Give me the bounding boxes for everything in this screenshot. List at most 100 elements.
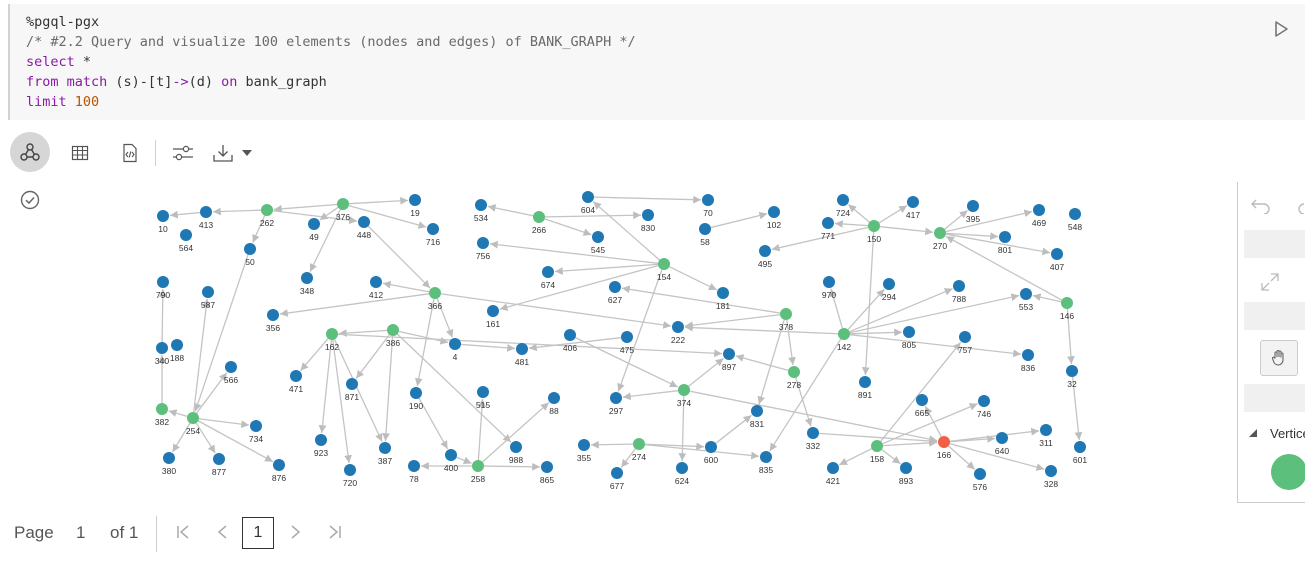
graph-edge[interactable] — [849, 288, 953, 333]
graph-node[interactable] — [609, 281, 621, 293]
code-cell[interactable]: %pgql-pgx /* #2.2 Query and visualize 10… — [8, 4, 1305, 120]
settings-button[interactable] — [163, 132, 203, 174]
graph-edge[interactable] — [456, 456, 472, 465]
graph-node[interactable] — [751, 405, 763, 417]
graph-node[interactable] — [346, 378, 358, 390]
graph-edge[interactable] — [684, 314, 781, 330]
graph-node[interactable] — [592, 231, 604, 243]
graph-edge[interactable] — [849, 293, 1020, 334]
graph-node[interactable] — [633, 438, 645, 450]
graph-edge[interactable] — [944, 209, 968, 230]
graph-node[interactable] — [953, 280, 965, 292]
graph-edge[interactable] — [644, 442, 705, 451]
graph-edge[interactable] — [847, 288, 885, 330]
graph-edge[interactable] — [880, 342, 962, 442]
graph-edge[interactable] — [252, 215, 266, 243]
graph-edge[interactable] — [924, 405, 942, 437]
graph-node[interactable] — [1074, 441, 1086, 453]
graph-edge[interactable] — [195, 422, 216, 454]
graph-node[interactable] — [301, 272, 313, 284]
graph-edge[interactable] — [332, 339, 352, 464]
graph-node[interactable] — [676, 462, 688, 474]
download-dropdown[interactable] — [236, 132, 258, 174]
graph-node[interactable] — [487, 305, 499, 317]
graph-node[interactable] — [180, 229, 192, 241]
graph-node[interactable] — [510, 441, 522, 453]
graph-node[interactable] — [548, 392, 560, 404]
graph-edge[interactable] — [575, 337, 678, 388]
graph-node[interactable] — [213, 453, 225, 465]
graph-node[interactable] — [200, 206, 212, 218]
graph-edge[interactable] — [622, 390, 679, 401]
graph-edge[interactable] — [689, 390, 938, 443]
graph-edge[interactable] — [348, 196, 409, 205]
graph-node[interactable] — [244, 243, 256, 255]
graph-node[interactable] — [967, 200, 979, 212]
graph-edge[interactable] — [949, 442, 1045, 471]
graph-node[interactable] — [916, 394, 928, 406]
graph-node[interactable] — [582, 191, 594, 203]
graph-view-button[interactable] — [10, 132, 50, 172]
graph-edge[interactable] — [621, 285, 781, 314]
graph-edge[interactable] — [528, 337, 622, 352]
graph-edge[interactable] — [771, 226, 869, 252]
graph-node[interactable] — [475, 199, 487, 211]
graph-edge[interactable] — [319, 206, 339, 221]
graph-node[interactable] — [1069, 208, 1081, 220]
graph-node[interactable] — [477, 386, 489, 398]
graph-edge[interactable] — [499, 264, 659, 311]
table-view-button[interactable] — [60, 132, 100, 174]
graph-node[interactable] — [678, 384, 690, 396]
graph-edge[interactable] — [945, 233, 1051, 256]
graph-node[interactable] — [326, 328, 338, 340]
graph-edge[interactable] — [948, 445, 976, 470]
graph-node[interactable] — [564, 329, 576, 341]
graph-node[interactable] — [642, 209, 654, 221]
graph-edge[interactable] — [318, 339, 333, 434]
graph-node[interactable] — [379, 442, 391, 454]
run-icon[interactable] — [1272, 20, 1290, 38]
graph-node[interactable] — [477, 237, 489, 249]
graph-node[interactable] — [156, 403, 168, 415]
code-view-button[interactable] — [110, 132, 150, 174]
graph-node[interactable] — [1022, 349, 1034, 361]
graph-edge[interactable] — [834, 220, 869, 228]
expand-icon[interactable] — [1260, 272, 1280, 292]
undo-icon[interactable] — [1250, 196, 1272, 214]
graph-node[interactable] — [611, 467, 623, 479]
graph-edge[interactable] — [861, 231, 875, 376]
graph-node[interactable] — [578, 439, 590, 451]
graph-node[interactable] — [1061, 297, 1073, 309]
graph-node[interactable] — [838, 328, 850, 340]
graph-node[interactable] — [337, 198, 349, 210]
graph-node[interactable] — [290, 370, 302, 382]
graph-node[interactable] — [759, 245, 771, 257]
graph-node[interactable] — [959, 331, 971, 343]
graph-node[interactable] — [187, 412, 199, 424]
vertex-color-swatch[interactable] — [1271, 454, 1305, 490]
graph-edge[interactable] — [382, 335, 394, 442]
graph-edge[interactable] — [945, 209, 1033, 233]
graph-node[interactable] — [408, 460, 420, 472]
graph-edge[interactable] — [849, 328, 903, 337]
graph-edge[interactable] — [818, 432, 938, 445]
next-page-icon[interactable] — [288, 525, 302, 539]
graph-edge[interactable] — [348, 204, 427, 229]
graph-node[interactable] — [717, 287, 729, 299]
graph-edge[interactable] — [309, 209, 341, 272]
graph-edge[interactable] — [949, 427, 1040, 442]
pan-mode-button[interactable] — [1260, 340, 1298, 376]
graph-edge[interactable] — [592, 201, 660, 261]
graph-edge[interactable] — [593, 195, 702, 204]
graph-node[interactable] — [934, 227, 946, 239]
graph-edge[interactable] — [272, 210, 358, 225]
graph-edge[interactable] — [273, 203, 338, 213]
graph-node[interactable] — [273, 459, 285, 471]
graph-node[interactable] — [837, 194, 849, 206]
prev-page-icon[interactable] — [216, 525, 230, 539]
graph-edge[interactable] — [688, 357, 724, 387]
graph-node[interactable] — [871, 440, 883, 452]
graph-edge[interactable] — [196, 372, 228, 414]
graph-node[interactable] — [472, 460, 484, 472]
graph-node[interactable] — [370, 276, 382, 288]
